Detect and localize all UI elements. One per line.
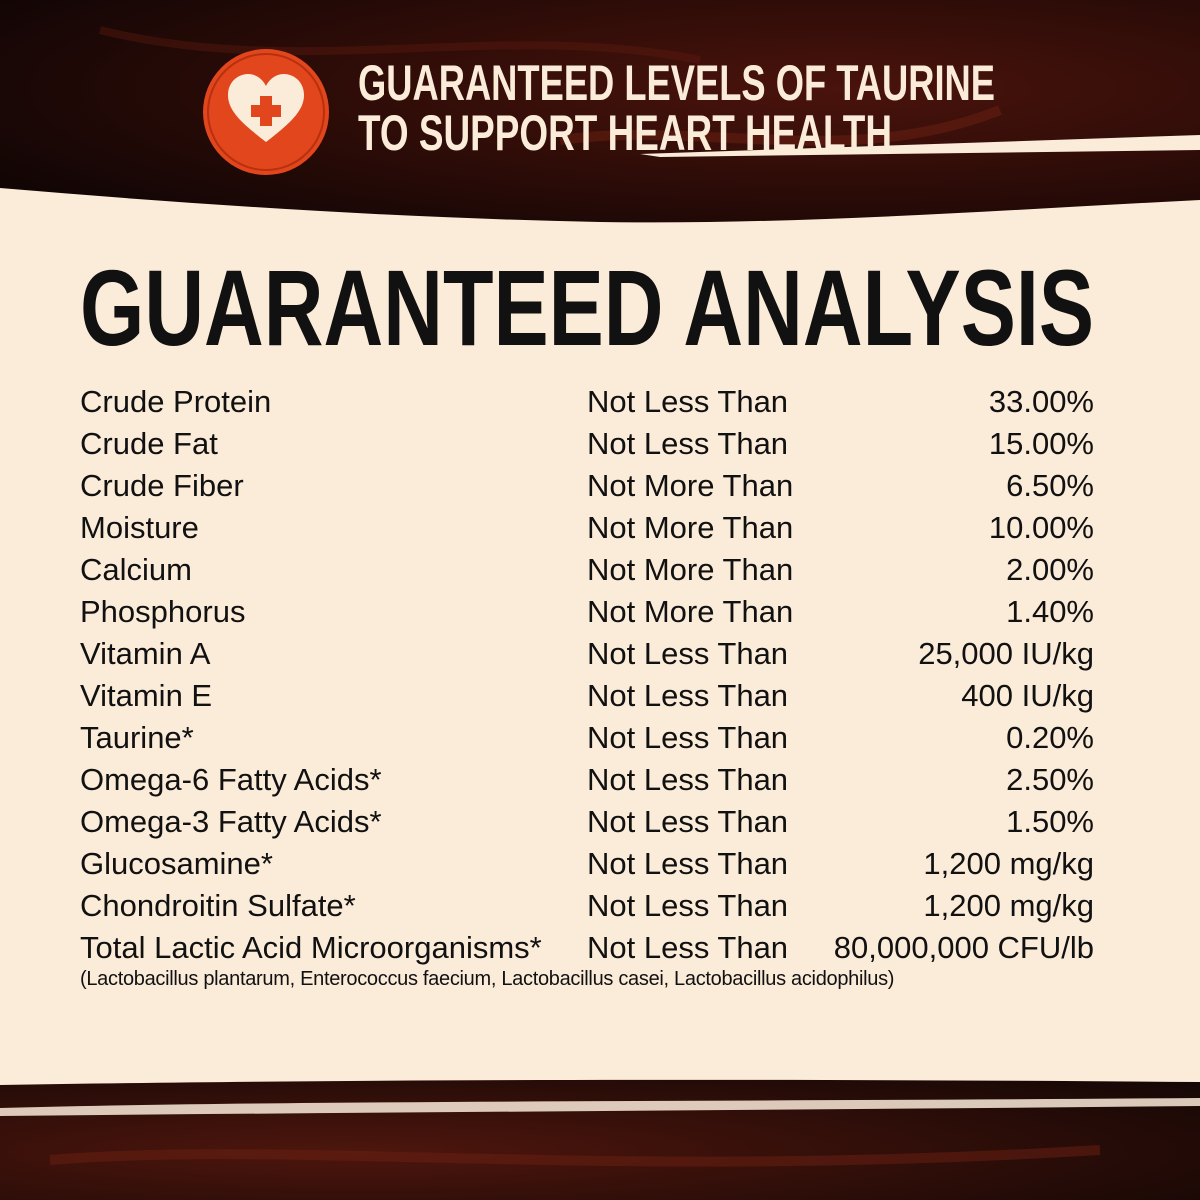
nutrient-value: 2.00% — [1006, 552, 1094, 587]
header-line-1: GUARANTEED LEVELS OF TAURINE — [358, 55, 995, 111]
page-title: GUARANTEED ANALYSIS — [80, 247, 1094, 368]
table-row: Calcium Not More Than 2.00% — [80, 549, 1094, 591]
table-row: Glucosamine* Not Less Than 1,200 mg/kg — [80, 843, 1094, 885]
nutrient-name: Omega-6 Fatty Acids* — [80, 762, 382, 797]
nutrient-value: 80,000,000 CFU/lb — [833, 930, 1094, 965]
table-row: Moisture Not More Than 10.00% — [80, 507, 1094, 549]
table-row: Crude Protein Not Less Than 33.00% — [80, 381, 1094, 423]
nutrient-value: 25,000 IU/kg — [918, 636, 1094, 671]
nutrient-value: 10.00% — [988, 510, 1094, 545]
qualifier: Not Less Than — [587, 846, 789, 881]
table-row: Taurine* Not Less Than 0.20% — [80, 717, 1094, 759]
nutrient-value: 6.50% — [1006, 468, 1094, 503]
nutrient-name: Chondroitin Sulfate* — [80, 888, 356, 923]
nutrient-value: 33.00% — [988, 384, 1094, 419]
nutrient-value: 400 IU/kg — [961, 678, 1094, 713]
qualifier: Not More Than — [587, 552, 794, 587]
footnote: (Lactobacillus plantarum, Enterococcus f… — [80, 968, 895, 990]
table-row: Chondroitin Sulfate* Not Less Than 1,200 m… — [80, 885, 1094, 927]
nutrient-value: 1.50% — [1006, 804, 1094, 839]
heart-plus-icon — [203, 49, 329, 175]
table-row: Total Lactic Acid Microorganisms* Not Les… — [80, 927, 1094, 969]
nutrient-name: Crude Protein — [80, 384, 272, 419]
qualifier: Not Less Than — [587, 384, 789, 419]
nutrient-name: Omega-3 Fatty Acids* — [80, 804, 382, 839]
qualifier: Not Less Than — [587, 720, 789, 755]
qualifier: Not Less Than — [587, 426, 789, 461]
table-row: Phosphorus Not More Than 1.40% — [80, 591, 1094, 633]
header-line-2: TO SUPPORT HEART HEALTH — [358, 105, 892, 161]
qualifier: Not More Than — [587, 510, 794, 545]
qualifier: Not Less Than — [587, 930, 789, 965]
nutrient-name: Glucosamine* — [80, 846, 273, 881]
top-dark-banner — [0, 0, 1200, 223]
table-row: Crude Fiber Not More Than 6.50% — [80, 465, 1094, 507]
qualifier: Not Less Than — [587, 804, 789, 839]
nutrient-name: Vitamin E — [80, 678, 213, 713]
qualifier: Not Less Than — [587, 888, 789, 923]
nutrient-name: Crude Fat — [80, 426, 218, 461]
nutrient-value: 1,200 mg/kg — [923, 888, 1094, 923]
qualifier: Not More Than — [587, 468, 794, 503]
qualifier: Not Less Than — [587, 636, 789, 671]
table-row: Vitamin E Not Less Than 400 IU/kg — [80, 675, 1094, 717]
qualifier: Not Less Than — [587, 762, 789, 797]
nutrient-name: Calcium — [80, 552, 192, 587]
table-row: Omega-3 Fatty Acids* Not Less Than 1.50% — [80, 801, 1094, 843]
qualifier: Not Less Than — [587, 678, 789, 713]
nutrient-value: 1.40% — [1006, 594, 1094, 629]
nutrient-name: Vitamin A — [80, 636, 211, 671]
bottom-dark-banner — [0, 1079, 1200, 1200]
nutrient-name: Crude Fiber — [80, 468, 244, 503]
nutrient-value: 1,200 mg/kg — [923, 846, 1094, 881]
nutrient-value: 15.00% — [988, 426, 1094, 461]
nutrient-name: Moisture — [80, 510, 199, 545]
qualifier: Not More Than — [587, 594, 794, 629]
table-row: Omega-6 Fatty Acids* Not Less Than 2.50% — [80, 759, 1094, 801]
nutrient-value: 2.50% — [1006, 762, 1094, 797]
nutrient-value: 0.20% — [1006, 720, 1094, 755]
table-row: Crude Fat Not Less Than 15.00% — [80, 423, 1094, 465]
nutrient-name: Total Lactic Acid Microorganisms* — [80, 930, 542, 965]
nutrient-name: Phosphorus — [80, 594, 246, 629]
table-row: Vitamin A Not Less Than 25,000 IU/kg — [80, 633, 1094, 675]
nutrient-name: Taurine* — [80, 720, 194, 755]
